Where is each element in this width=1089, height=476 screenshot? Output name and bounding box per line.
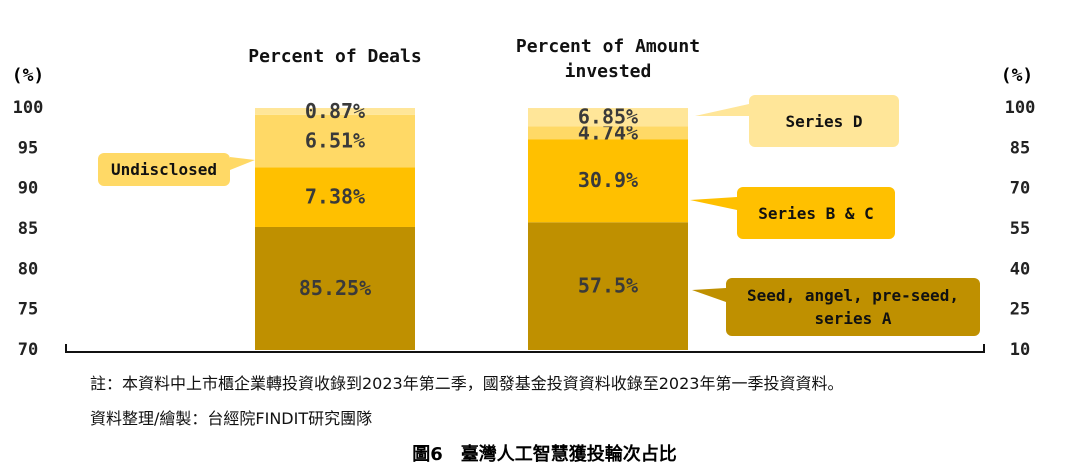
- legend-pointer: [690, 197, 737, 210]
- legend-pointer: [695, 104, 749, 116]
- bar-segment: [255, 167, 415, 227]
- y2-tick-label: 85: [1010, 138, 1030, 158]
- y2-axis-label: (%): [1001, 65, 1034, 86]
- chart-title: 圖6 臺灣人工智慧獲投輪次占比: [412, 444, 677, 465]
- bar-segment: [528, 222, 688, 350]
- y-tick-label: 95: [18, 138, 38, 158]
- legend-entry: Undisclosed: [98, 153, 230, 186]
- bar-segment: [255, 114, 415, 168]
- x-tick-label: Percent of Amount invested: [515, 36, 701, 82]
- y2-tick-label: 100: [1005, 98, 1036, 118]
- value-label: 0.87%: [305, 99, 365, 123]
- bar-segment: [528, 108, 688, 127]
- legend-entry: Series D: [749, 95, 899, 147]
- bar-segment: [528, 126, 688, 140]
- y2-tick-label: 25: [1010, 300, 1030, 320]
- y2-tick-label: 70: [1010, 179, 1030, 199]
- y-tick-label: 75: [18, 300, 38, 320]
- bar-segment: [255, 108, 415, 115]
- value-label: 85.25%: [299, 276, 371, 300]
- note: 註：本資料中上市櫃企業轉投資收錄到2023年第二季，國發基金投資資料收錄至202…: [90, 374, 844, 393]
- y-tick-label: 90: [18, 179, 38, 199]
- legend-pointer: [230, 157, 255, 170]
- x-axis: [65, 344, 985, 353]
- y-tick-label: 85: [18, 219, 38, 239]
- value-label: 6.85%: [578, 105, 638, 129]
- y2-tick-label: 10: [1010, 340, 1030, 360]
- y-tick-label: 100: [13, 98, 44, 118]
- value-label: 57.5%: [578, 274, 638, 298]
- legend-entry: Series B & C: [737, 187, 895, 239]
- bar-segment: [528, 139, 688, 223]
- y-tick-label: 80: [18, 259, 38, 279]
- value-label: 6.51%: [305, 129, 365, 153]
- bar-segment: [255, 226, 415, 350]
- y-tick-label: 70: [18, 340, 38, 360]
- y2-tick-label: 55: [1010, 219, 1030, 239]
- y2-tick-label: 40: [1010, 259, 1030, 279]
- value-label: 30.9%: [578, 168, 638, 192]
- value-label: 7.38%: [305, 185, 365, 209]
- note: 資料整理/繪製：台經院FINDIT研究團隊: [90, 409, 373, 428]
- x-tick-label: Percent of Deals: [248, 46, 422, 67]
- y-axis-label: (%): [12, 65, 45, 86]
- legend-entry: Seed, angel, pre-seed, series A: [726, 278, 980, 336]
- legend-pointer: [692, 288, 726, 302]
